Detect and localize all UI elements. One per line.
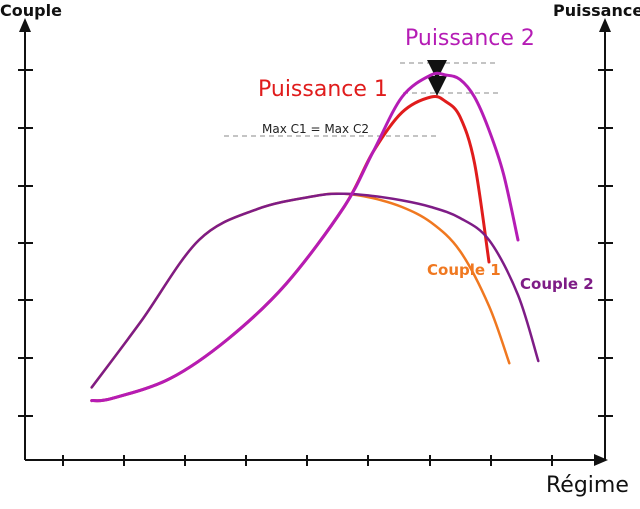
series-line-couple-2	[90, 192, 540, 389]
label-puissance-2: Puissance 2	[405, 26, 535, 51]
y-axis-left-arrow-icon	[19, 18, 31, 32]
label-couple-2: Couple 2	[520, 275, 594, 293]
max-annotation-label: Max C1 = Max C2	[262, 122, 369, 136]
series-line-puissance-2	[90, 71, 520, 403]
power-delta	[400, 60, 498, 96]
series-line-puissance-1	[90, 94, 491, 403]
x-axis-arrow-icon	[594, 454, 608, 466]
series-line-couple-1	[90, 192, 511, 389]
y-axis-right-title: Puissance	[553, 1, 640, 20]
y-axis-right-arrow-icon	[599, 18, 611, 32]
ticks	[18, 69, 613, 466]
max-annotation: Max C1 = Max C2	[224, 122, 440, 137]
series-lines	[90, 71, 540, 403]
axes	[19, 18, 611, 466]
label-couple-1: Couple 1	[427, 261, 501, 279]
label-puissance-1: Puissance 1	[258, 77, 388, 102]
x-axis-title: Régime	[546, 473, 629, 498]
y-axis-left-title: Couple	[0, 1, 62, 20]
